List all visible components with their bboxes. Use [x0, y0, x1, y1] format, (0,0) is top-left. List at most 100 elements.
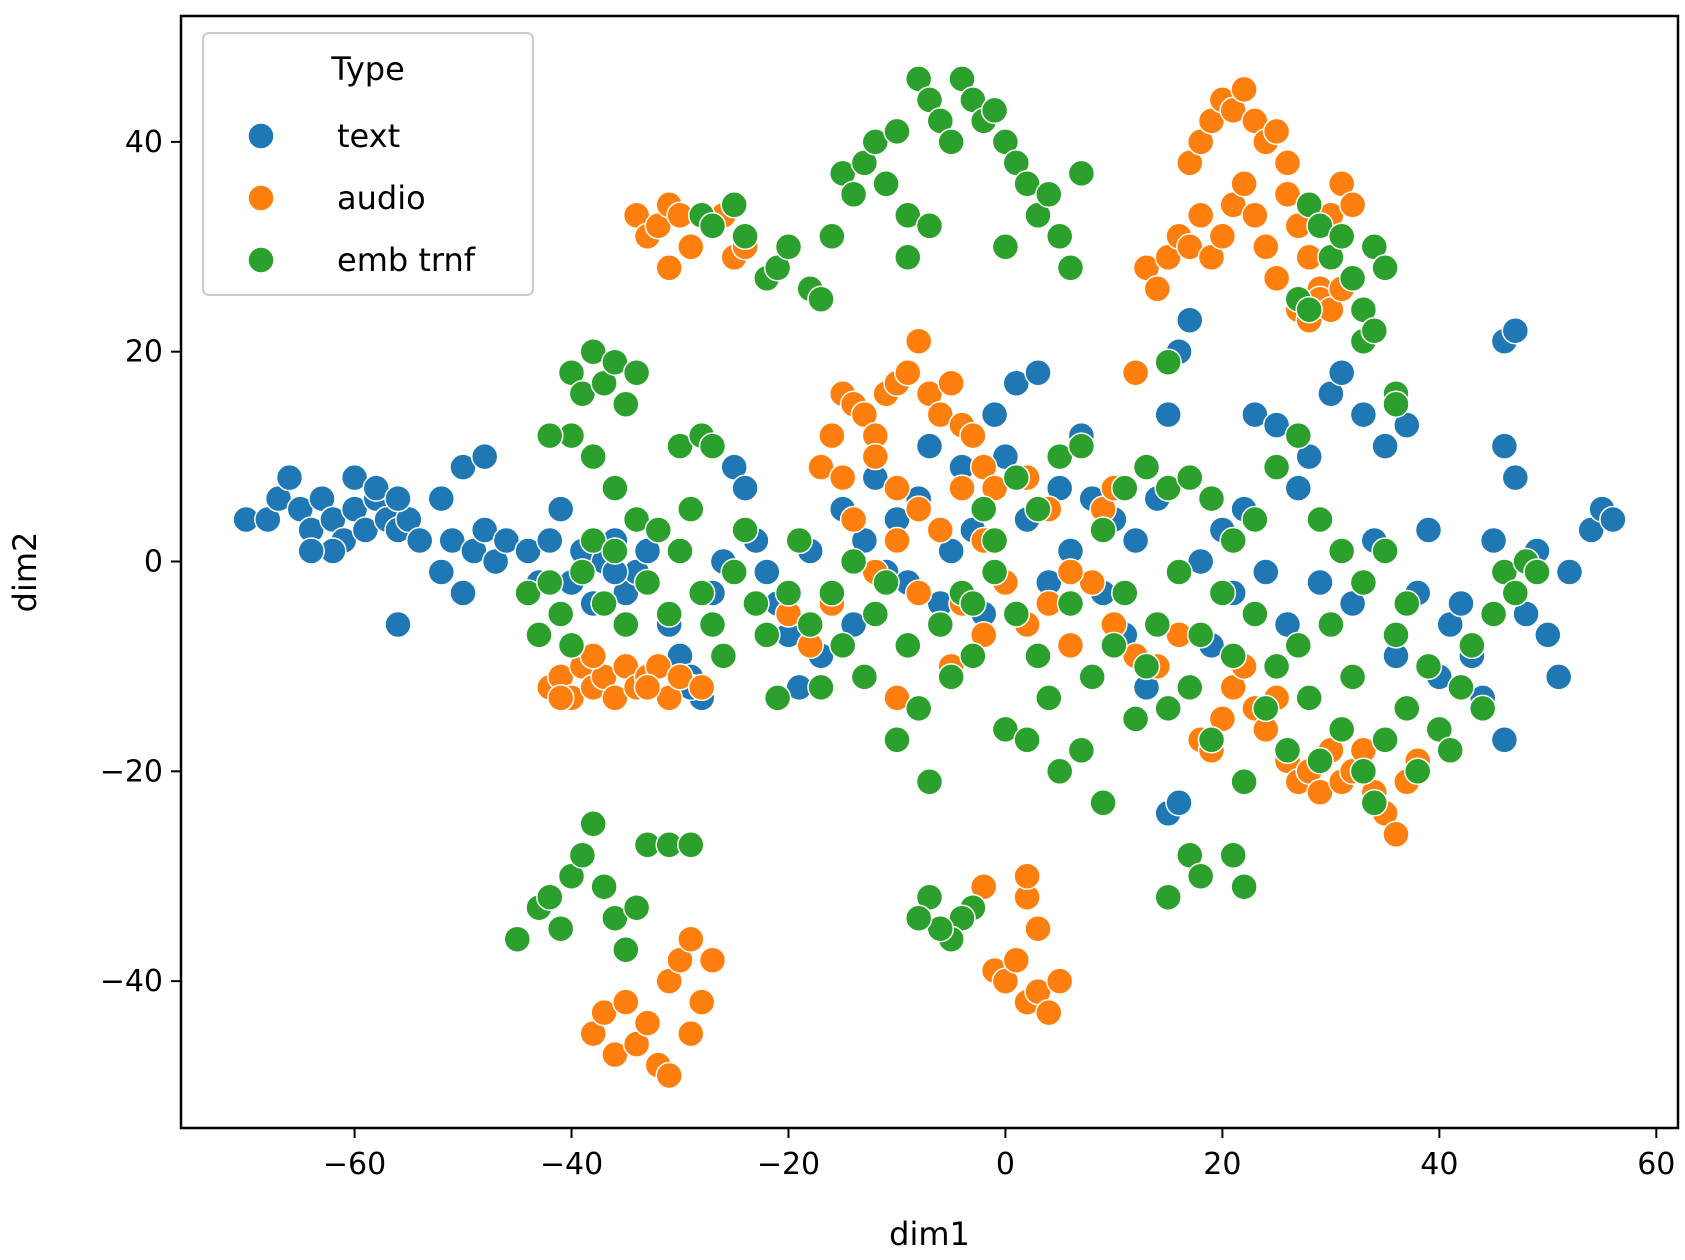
x-tick-label: 40	[1420, 1147, 1458, 1182]
data-point	[1306, 505, 1334, 534]
y-axis-label: dim2	[6, 532, 44, 613]
data-point	[1176, 463, 1204, 492]
data-point	[1035, 180, 1063, 209]
data-point	[1002, 600, 1031, 628]
data-point	[633, 1009, 662, 1037]
data-point	[1186, 621, 1215, 649]
data-point	[1111, 579, 1139, 607]
data-point	[904, 694, 933, 723]
data-point	[980, 558, 1009, 586]
data-point	[698, 610, 727, 639]
data-point	[1327, 537, 1356, 565]
data-point	[709, 642, 738, 670]
data-point	[1252, 233, 1280, 261]
data-point	[1154, 694, 1182, 723]
data-point	[980, 96, 1009, 125]
data-point	[959, 642, 987, 670]
data-point	[1273, 736, 1302, 765]
data-point	[655, 1061, 683, 1090]
data-point	[698, 432, 727, 460]
data-point	[1208, 222, 1237, 251]
data-point	[677, 1019, 705, 1048]
data-point	[1382, 390, 1410, 418]
data-point	[1262, 652, 1291, 681]
data-point	[1284, 421, 1313, 450]
data-point	[1230, 768, 1258, 796]
data-point	[622, 358, 651, 387]
data-point	[1208, 579, 1237, 607]
data-point	[1078, 663, 1106, 691]
data-point	[1555, 558, 1584, 586]
y-tick-label: −20	[100, 754, 163, 789]
data-point	[449, 579, 477, 607]
data-point	[1089, 516, 1117, 544]
data-point	[655, 600, 683, 628]
data-point	[1599, 505, 1627, 534]
data-point	[959, 421, 987, 450]
data-point	[384, 484, 412, 513]
data-point	[1295, 295, 1323, 324]
data-point	[612, 610, 640, 639]
data-point	[1132, 652, 1161, 681]
data-point	[546, 495, 575, 523]
data-point	[579, 442, 607, 471]
data-point	[1143, 275, 1172, 303]
data-point	[1121, 526, 1150, 555]
data-point	[915, 768, 944, 796]
data-point	[904, 495, 933, 523]
x-tick-label: −60	[323, 1147, 386, 1182]
data-point	[470, 442, 499, 471]
x-axis-label: dim1	[889, 1215, 970, 1253]
data-point	[1262, 453, 1291, 481]
data-point	[557, 631, 586, 660]
data-point	[1013, 726, 1041, 754]
data-point	[807, 285, 835, 313]
data-point	[980, 400, 1009, 429]
data-point	[666, 537, 694, 565]
data-point	[546, 684, 575, 712]
data-point	[568, 841, 597, 869]
data-point	[1371, 537, 1399, 565]
data-point	[644, 516, 673, 544]
legend-box	[202, 32, 534, 296]
data-point	[546, 600, 575, 628]
data-point	[839, 180, 868, 209]
data-point	[1241, 505, 1269, 534]
data-point	[1338, 264, 1367, 293]
data-point	[1382, 820, 1410, 849]
data-point	[1067, 736, 1096, 765]
data-point	[828, 463, 857, 492]
data-point	[774, 233, 803, 261]
legend-title: Type	[330, 50, 405, 88]
data-point	[1468, 694, 1497, 723]
data-point	[1349, 568, 1378, 597]
data-point	[1262, 264, 1291, 293]
data-point	[1121, 705, 1150, 733]
data-point	[546, 914, 575, 943]
data-point	[720, 191, 748, 219]
series-emb-trnf	[503, 65, 1551, 964]
data-point	[1176, 306, 1204, 334]
data-point	[677, 495, 705, 523]
data-point	[1024, 914, 1052, 943]
data-point	[698, 946, 727, 974]
y-tick-label: 40	[125, 125, 163, 160]
data-point	[687, 673, 716, 702]
x-tick-label: 20	[1203, 1147, 1241, 1182]
data-point	[937, 663, 965, 691]
data-point	[720, 558, 748, 586]
data-point	[872, 568, 900, 597]
data-point	[904, 904, 933, 932]
data-point	[926, 516, 955, 544]
data-point	[1241, 201, 1269, 230]
x-tick-label: −20	[757, 1147, 820, 1182]
data-point	[1360, 316, 1389, 345]
data-point	[1414, 652, 1443, 681]
data-point	[796, 610, 824, 639]
data-point	[1447, 673, 1475, 702]
legend-entry-audio: audio	[247, 179, 426, 217]
data-point	[1252, 558, 1280, 586]
data-point	[883, 526, 911, 555]
data-point	[1501, 463, 1530, 492]
